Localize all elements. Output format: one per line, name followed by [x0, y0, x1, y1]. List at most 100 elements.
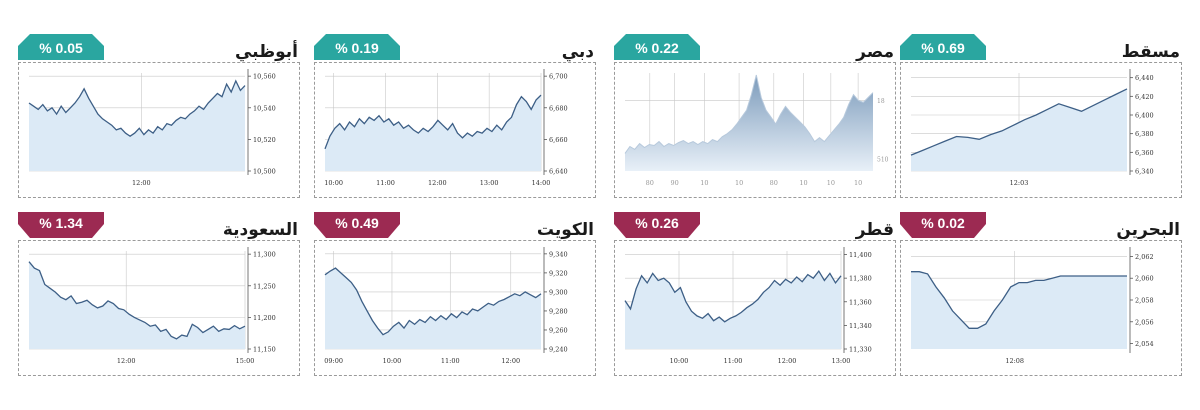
series-line	[324, 267, 542, 336]
y-tick-label: 11,360	[849, 298, 872, 306]
x-tick-label: 80	[770, 179, 778, 187]
chart-area: 18 510 80 90 10 10 80 10 10 10	[614, 62, 896, 198]
x-tick-label: 11:00	[441, 357, 460, 365]
chart-svg: 11,300 11,250 11,200 11,150 12:00 15:00	[28, 247, 276, 365]
x-tick-label: 10	[735, 179, 743, 187]
y-tick-label: 6,680	[549, 104, 568, 112]
y-tick-label: 9,260	[549, 326, 568, 334]
y-tick-label: 6,700	[549, 73, 568, 81]
badge-shape	[18, 34, 104, 60]
arrow-down-shape	[314, 212, 400, 238]
series-line	[910, 88, 1128, 156]
badge-shape	[900, 212, 986, 238]
y-tick-label: 10,500	[253, 168, 276, 176]
change-badge: % 0.05	[18, 34, 104, 60]
y-tick-label: 10,560	[253, 73, 276, 81]
chart-area: 6,440 6,420 6,400 6,380 6,360 6,340 12:03	[900, 62, 1182, 198]
x-tick-label: 12:00	[428, 179, 447, 187]
x-tick-label: 10	[827, 179, 835, 187]
panel-qatar: % 0.26 قطر 11,400 11,380 11,360 11,340 11,33…	[614, 212, 896, 376]
y-tick-label: 6,400	[1135, 112, 1154, 120]
y-tick-label: 11,400	[849, 251, 872, 259]
x-tick-label: 12:00	[132, 179, 151, 187]
x-tick-label: 10	[799, 179, 807, 187]
y-tick-label: 2,062	[1135, 253, 1154, 261]
market-title: قطر	[855, 220, 894, 240]
change-value: % 0.22	[635, 40, 679, 56]
y-tick-label: 11,150	[253, 346, 276, 354]
chart-area: 11,300 11,250 11,200 11,150 12:00 15:00	[18, 240, 300, 376]
change-value: % 0.02	[921, 215, 965, 231]
chart-svg: 18 510 80 90 10 10 80 10 10 10	[624, 73, 889, 187]
chart-area: 9,340 9,320 9,300 9,280 9,260 9,240 09:00 10:00…	[314, 240, 596, 376]
market-title: أبوظبي	[234, 42, 298, 62]
change-badge: % 0.69	[900, 34, 986, 60]
y-tick-label: 9,240	[549, 346, 568, 354]
panel-abudhabi: % 0.05 أبوظبي 10,560 10,540 10,520 10,500 12…	[18, 34, 300, 198]
panel-egypt: % 0.22 مصر 18 510 80 90 10 10 80 10 10 10	[614, 34, 896, 198]
change-value: % 0.05	[39, 40, 83, 56]
change-value: % 0.19	[335, 40, 379, 56]
y-tick-label: 6,380	[1135, 130, 1154, 138]
series-line	[624, 74, 874, 154]
panel-muscat: % 0.69 مسقط 6,440 6,420 6,400 6,380 6,360 6,3…	[900, 34, 1182, 198]
y-tick-label: 10,540	[253, 104, 276, 112]
change-value: % 0.49	[335, 215, 379, 231]
x-tick-label: 10	[700, 179, 708, 187]
chart-area: 10,560 10,540 10,520 10,500 12:00	[18, 62, 300, 198]
chart-svg: 9,340 9,320 9,300 9,280 9,260 9,240 09:00 10:00…	[324, 247, 568, 365]
chart-svg: 10,560 10,540 10,520 10,500 12:00	[28, 69, 276, 187]
arrow-down-shape	[18, 212, 104, 238]
x-tick-label: 80	[646, 179, 654, 187]
change-badge: % 0.49	[314, 212, 400, 238]
badge-shape	[614, 34, 700, 60]
y-tick-label: 2,058	[1135, 297, 1154, 305]
series-line	[911, 271, 1127, 329]
series-area	[325, 95, 541, 171]
series-area	[911, 271, 1127, 349]
market-title: السعودية	[222, 220, 298, 240]
series-area	[911, 88, 1127, 171]
badge-shape	[900, 34, 986, 60]
market-title: دبي	[561, 42, 594, 62]
series-line	[324, 94, 542, 150]
y-tick-label: 9,340	[549, 250, 568, 258]
badge-shape	[614, 212, 700, 238]
panel-dubai: % 0.19 دبي 6,700 6,680 6,660 6,640 10:00 11:0…	[314, 34, 596, 198]
y-tick-label: 2,054	[1135, 340, 1154, 348]
y-tick-label: 9,280	[549, 307, 568, 315]
chart-area: 6,700 6,680 6,660 6,640 10:00 11:00 12:00 13:00…	[314, 62, 596, 198]
y-tick-label: 11,300	[253, 251, 276, 259]
change-value: % 1.34	[39, 215, 83, 231]
y-tick-label: 2,056	[1135, 318, 1154, 326]
y-tick-label: 9,320	[549, 269, 568, 277]
y-tick-label: 6,660	[549, 136, 568, 144]
series-area	[625, 271, 841, 349]
arrow-down-shape	[614, 212, 700, 238]
series-area	[625, 75, 873, 171]
chart-svg: 6,440 6,420 6,400 6,380 6,360 6,340 12:03	[910, 69, 1154, 187]
y-tick-label: 11,330	[849, 346, 872, 354]
x-tick-label: 12:03	[1010, 179, 1029, 187]
x-tick-label: 12:08	[1005, 357, 1024, 365]
series-area	[29, 80, 245, 171]
series-area	[29, 261, 245, 349]
y-tick-label: 6,640	[549, 168, 568, 176]
change-badge: % 0.19	[314, 34, 400, 60]
y-tick-label: 11,380	[849, 275, 872, 283]
y-tick-label: 9,300	[549, 288, 568, 296]
y-tick-label: 11,200	[253, 314, 276, 322]
arrow-up-shape	[614, 34, 700, 60]
x-tick-label: 13:00	[832, 357, 851, 365]
x-tick-label: 10:00	[324, 179, 343, 187]
series-line	[28, 261, 246, 340]
x-tick-label: 15:00	[236, 357, 255, 365]
chart-area: 11,400 11,380 11,360 11,340 11,330 10:00 11:00…	[614, 240, 896, 376]
panel-bahrain: % 0.02 البحرين 2,062 2,060 2,058 2,056 2,054…	[900, 212, 1182, 376]
series-line	[624, 269, 842, 323]
series-line	[28, 79, 246, 137]
y-tick-label: 2,060	[1135, 275, 1154, 283]
x-tick-label: 10:00	[670, 357, 689, 365]
arrow-up-shape	[314, 34, 400, 60]
x-tick-label: 11:00	[376, 179, 395, 187]
